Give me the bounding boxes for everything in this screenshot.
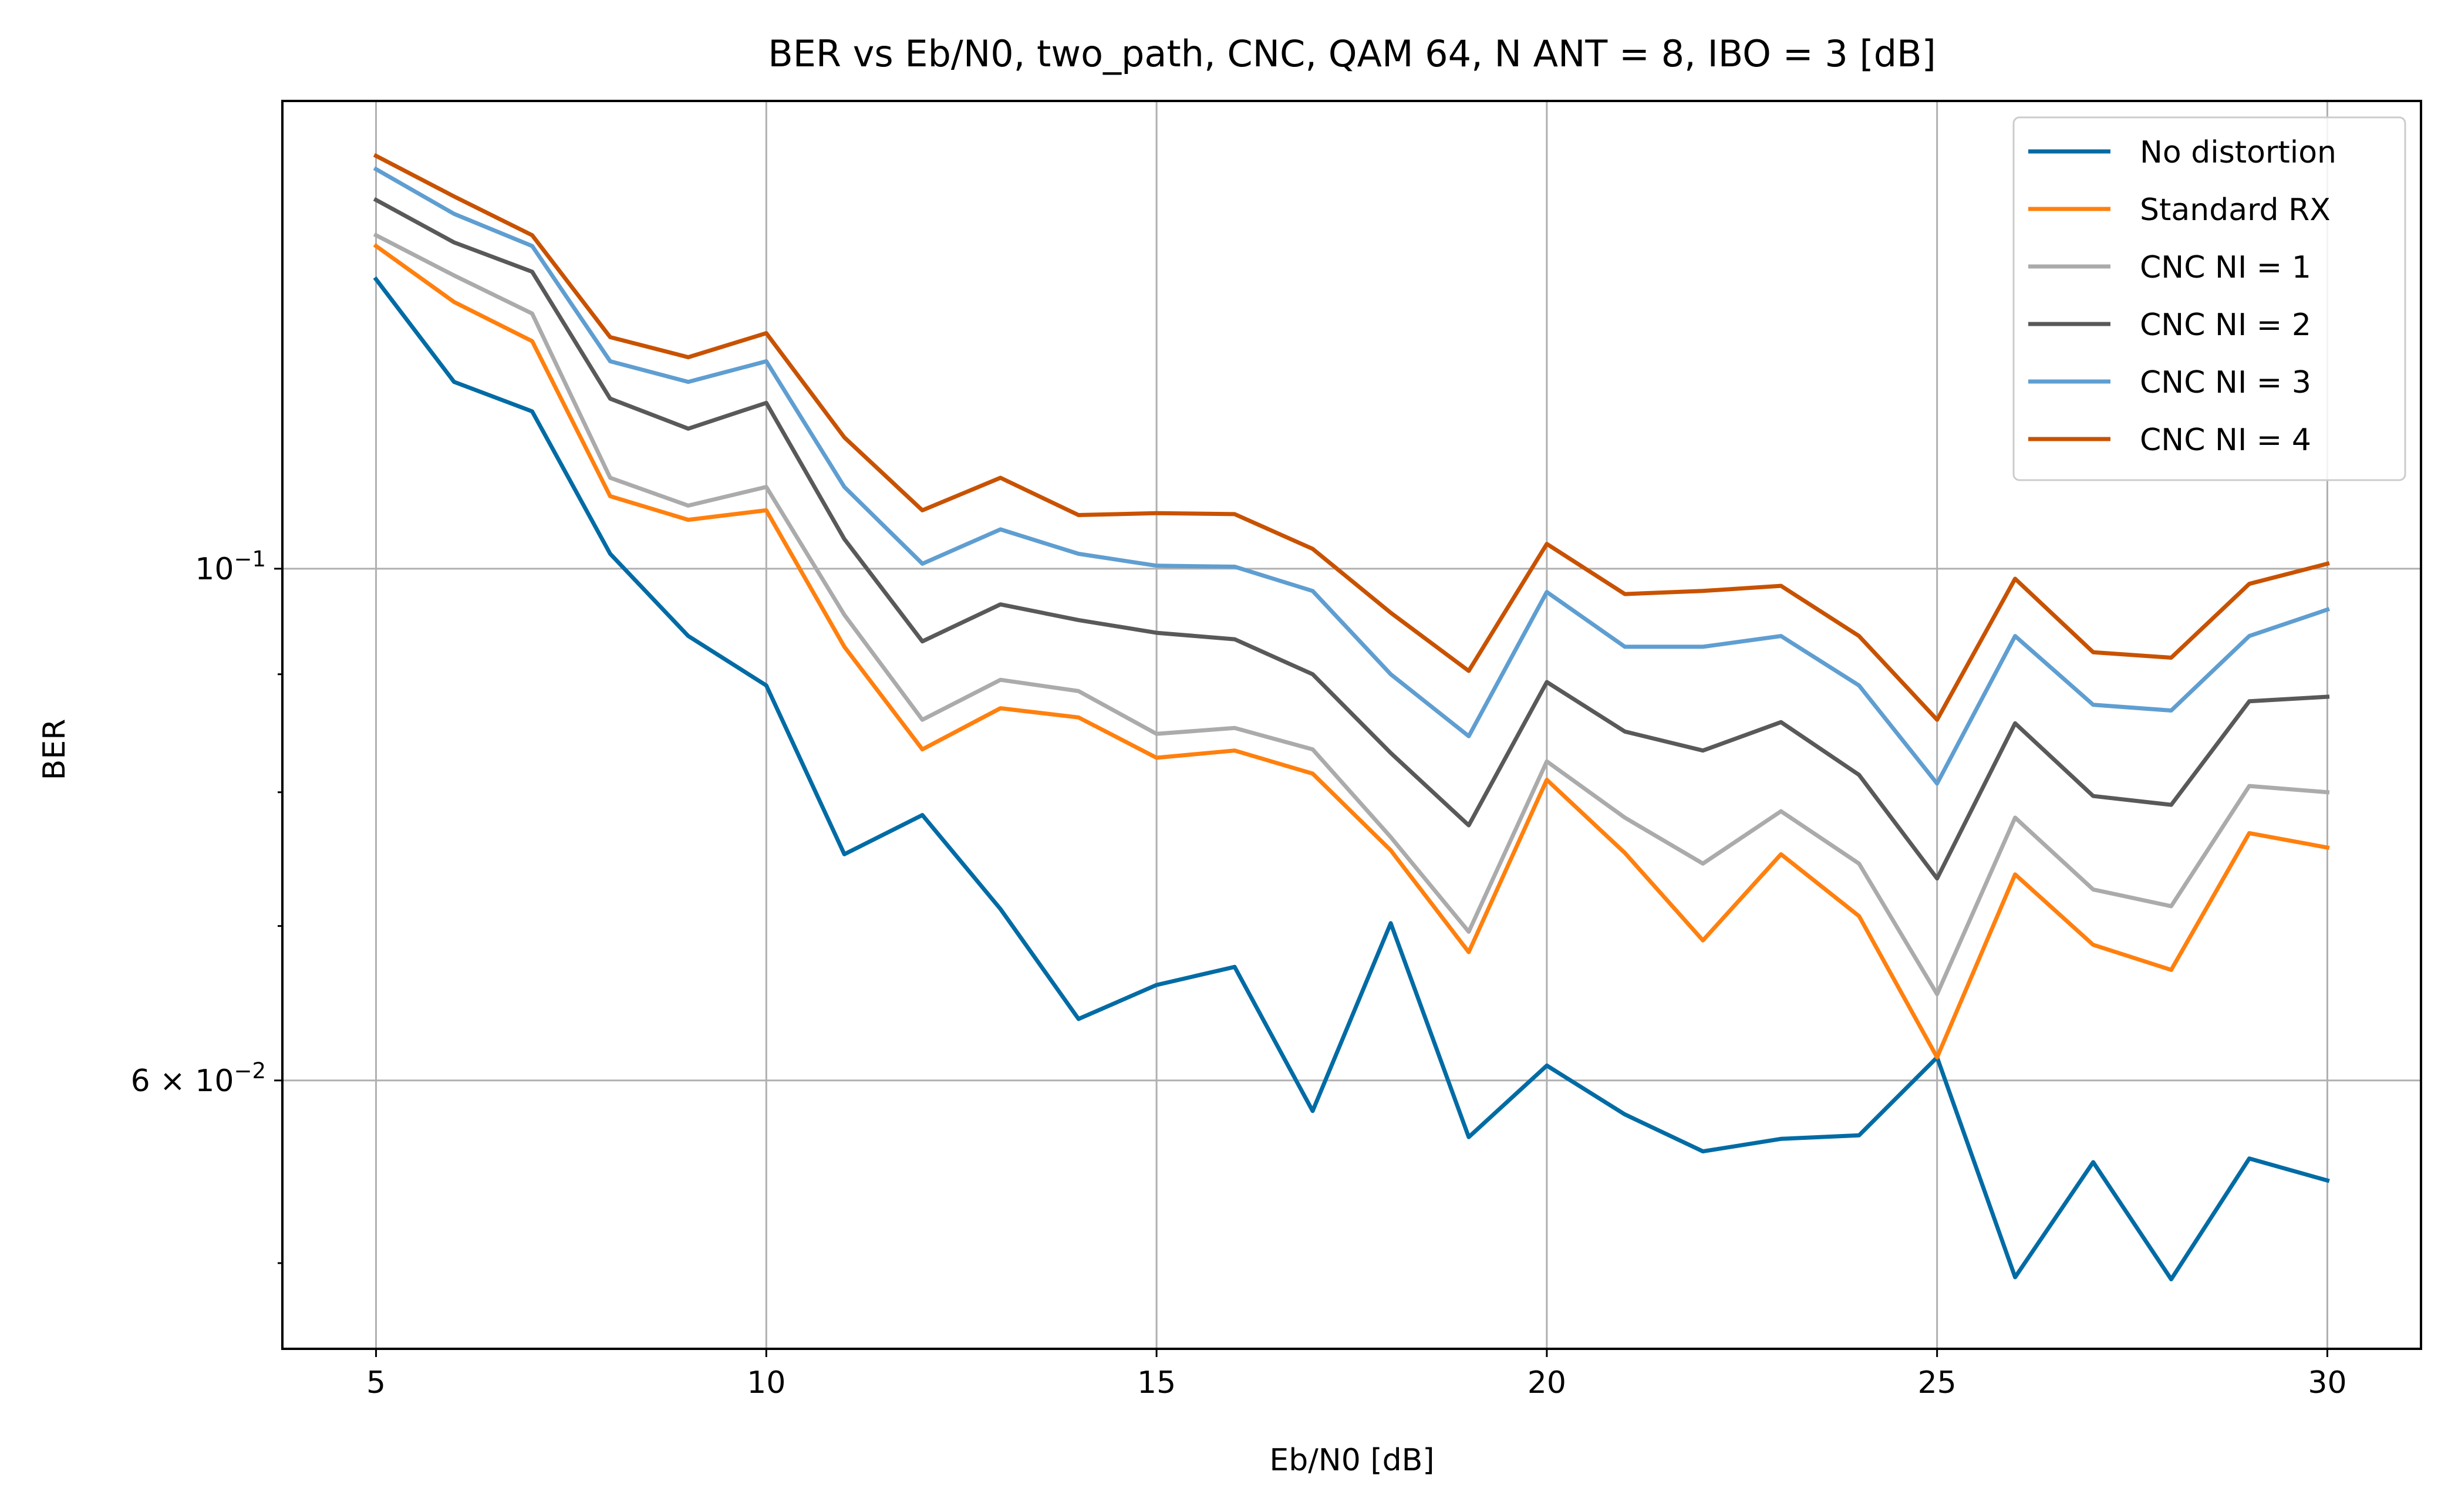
x-tick-label: 10 <box>747 1365 785 1400</box>
series-line-no-distortion <box>373 276 2330 1281</box>
legend-label-cnc-ni-3: CNC NI = 3 <box>2140 365 2311 400</box>
x-tick-label: 25 <box>1918 1365 1957 1400</box>
y-axis-label: BER <box>37 719 72 781</box>
plot-frame <box>281 100 2422 1350</box>
x-tick-label: 30 <box>2308 1365 2346 1400</box>
y-tick-label: 10−1 <box>195 546 266 587</box>
x-tick-label: 15 <box>1137 1365 1176 1400</box>
x-tick-label: 20 <box>1528 1365 1566 1400</box>
x-axis-label: Eb/N0 [dB] <box>1269 1443 1434 1478</box>
series-line-standard-rx <box>373 243 2330 1059</box>
y-tick-label: 6 × 10−2 <box>131 1058 266 1099</box>
series-line-cnc-ni-1 <box>373 232 2330 997</box>
legend-label-cnc-ni-1: CNC NI = 1 <box>2140 250 2311 285</box>
legend: No distortion Standard RX CNC NI = 1 CNC NI… <box>2012 116 2406 481</box>
series-line-cnc-ni-3 <box>373 166 2330 786</box>
axis-ticks: 5 10 15 20 25 30 10−1 6 × 10−2 <box>131 546 2347 1400</box>
legend-box <box>2012 116 2406 481</box>
legend-label-no-distortion: No distortion <box>2140 135 2336 170</box>
series-line-cnc-ni-2 <box>373 197 2330 881</box>
legend-label-cnc-ni-4: CNC NI = 4 <box>2140 423 2311 458</box>
series-line-cnc-ni-4 <box>373 153 2330 722</box>
chart-title: BER vs Eb/N0, two_path, CNC, QAM 64, N A… <box>768 32 1936 75</box>
legend-label-standard-rx: Standard RX <box>2140 193 2331 228</box>
x-tick-label: 5 <box>366 1365 386 1400</box>
series-lines <box>373 153 2330 1281</box>
grid <box>282 101 2421 1349</box>
legend-label-cnc-ni-2: CNC NI = 2 <box>2140 308 2311 343</box>
